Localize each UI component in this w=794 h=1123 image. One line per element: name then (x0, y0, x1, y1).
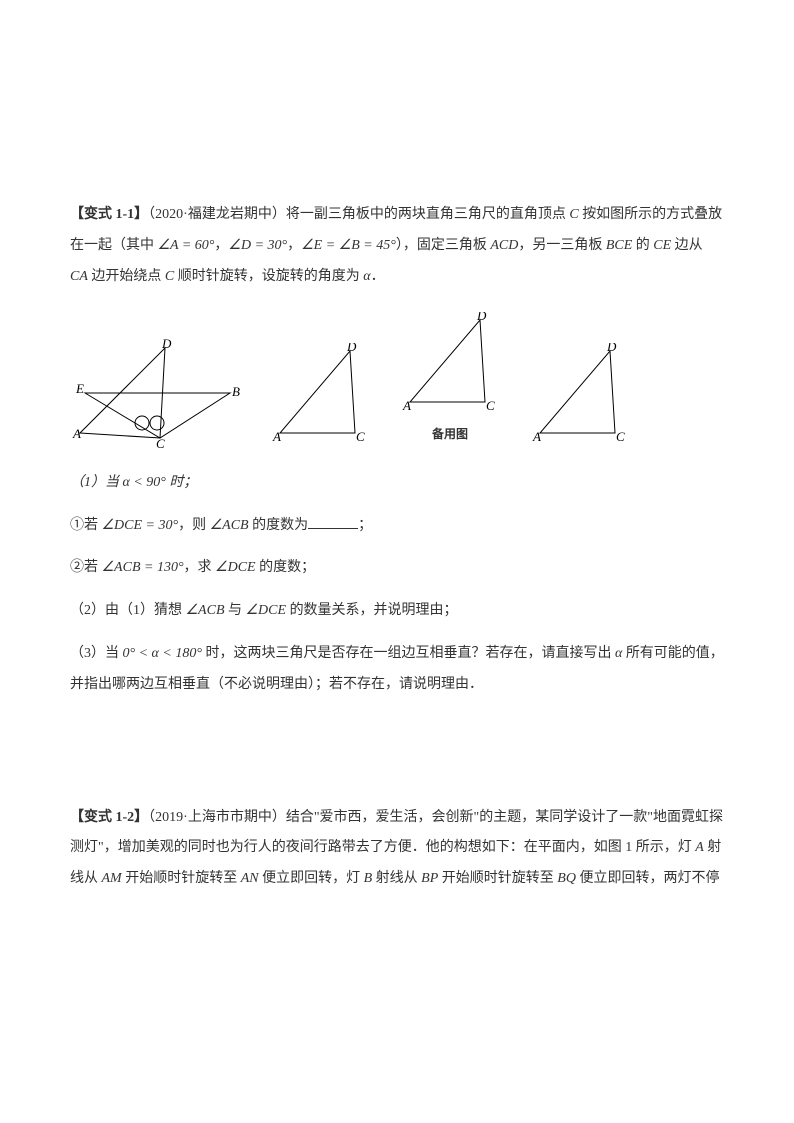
question-3: （3）当 0° < α < 180° 时，这两块三角尺是否存在一组边互相垂直？若… (70, 639, 724, 701)
svg-text:C: C (616, 429, 625, 444)
problem-2-intro: 【变式 1-2】（2019·上海市市期中）结合"爱市西，爱生活，会创新"的主题，… (70, 803, 724, 895)
figures-row: A C D E B A C D A C D 备用图 (70, 312, 724, 447)
svg-text:D: D (606, 343, 617, 354)
question-1-sub2: ②若 ∠ACB = 130°，求 ∠DCE 的度数； (70, 553, 724, 584)
svg-text:D: D (346, 343, 357, 354)
figure-spare-1: A C D (270, 343, 370, 448)
svg-text:A: A (72, 426, 81, 441)
problem-2-source: （2019·上海市市期中） (148, 810, 286, 825)
question-1-sub1: ①若 ∠DCE = 30°，则 ∠ACB 的度数为； (70, 511, 724, 542)
question-2: （2）由（1）猜想 ∠ACB 与 ∠DCE 的数量关系，并说明理由； (70, 596, 724, 627)
figure-spare-3: A C D (530, 343, 630, 448)
svg-text:C: C (156, 436, 165, 448)
svg-text:C: C (486, 398, 495, 413)
problem-2-tag: 【变式 1-2】 (70, 810, 148, 825)
figure-spare-2: A C D 备用图 (400, 312, 500, 447)
problem-1-source: （2020·福建龙岩期中） (148, 207, 286, 222)
blank-fill (308, 515, 358, 529)
problem-1-intro: 【变式 1-1】（2020·福建龙岩期中）将一副三角板中的两块直角三角尺的直角顶… (70, 200, 724, 292)
problem-1-tag: 【变式 1-1】 (70, 207, 148, 222)
svg-text:E: E (75, 381, 84, 396)
section-spacer (70, 713, 724, 803)
question-1-header: （1）当 α < 90° 时； (70, 468, 724, 499)
figure-caption: 备用图 (432, 421, 468, 447)
svg-text:C: C (356, 429, 365, 444)
svg-text:D: D (161, 338, 172, 351)
svg-text:A: A (402, 398, 411, 413)
svg-text:A: A (272, 429, 281, 444)
figure-main: A C D E B (70, 338, 240, 448)
svg-text:A: A (532, 429, 541, 444)
svg-text:D: D (476, 312, 487, 323)
svg-text:B: B (232, 384, 240, 399)
